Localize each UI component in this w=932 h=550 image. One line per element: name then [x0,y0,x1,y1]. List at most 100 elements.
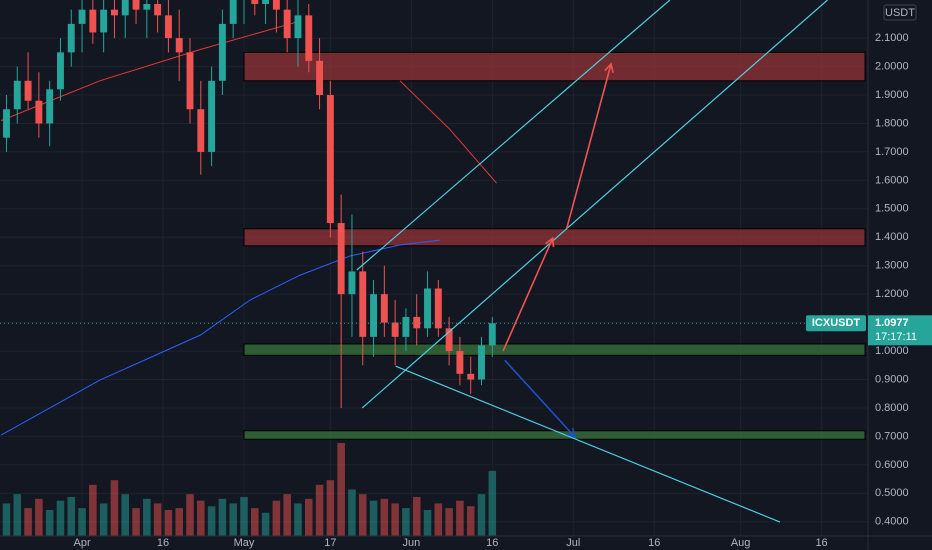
candle-body [154,3,162,16]
x-tick-label: May [234,537,255,549]
volume-bar [337,443,345,536]
trendline [395,365,781,523]
volume-bar [56,500,65,536]
candle-body [208,80,216,152]
volume-bar [121,494,130,536]
moving-average [0,239,440,436]
candle-body [380,294,388,323]
volume-bar [348,489,356,536]
volume-bar [218,498,227,536]
candle-body [24,80,32,101]
volume-bar [304,498,313,536]
candle-body [478,345,485,380]
candle-body [488,323,496,346]
y-tick-label: 2.1000 [875,32,909,44]
y-tick-label: 2.0000 [875,60,909,72]
candle-body [229,0,237,24]
candle-body [175,38,183,53]
volume-bar [175,508,183,536]
volume-bar [186,494,194,536]
y-tick-label: 1.7000 [875,146,909,158]
volume-bar [445,508,453,536]
volume-bar [2,503,11,536]
candle-body [186,52,194,110]
candle-body [218,23,226,81]
candle-body [370,294,377,337]
candle-body [132,0,140,10]
zone [243,228,866,247]
volume-bar [153,503,162,536]
candle-body [110,9,118,16]
symbol-box [806,315,866,332]
symbol-label: ICXUSDT [812,317,861,329]
arrow [566,62,614,229]
arrow [504,359,577,439]
arrow [502,236,555,352]
candle-body [467,373,475,380]
volume-bar [207,506,216,536]
candle-body [348,271,356,295]
candle-body [67,23,75,53]
volume-bar [89,484,97,536]
candle-body [197,109,205,152]
volume-bar [110,480,119,536]
candle-body [89,9,97,33]
y-tick-label: 1.0000 [875,345,909,357]
volume-bar [477,494,486,536]
x-tick-label: 16 [815,537,827,549]
candle-body [326,95,334,224]
volume-bar [261,512,270,536]
volume-bar [35,498,43,536]
currency-label: USDT [885,7,915,19]
volume-bar [13,494,22,536]
zone [243,51,866,82]
volume-bar [380,498,389,536]
volume-bar [283,494,291,536]
candle-body [283,9,291,39]
candle-body [262,0,270,4]
candle-body [402,316,410,337]
trendline [361,0,828,409]
volume-bar [456,500,464,536]
candle-body [424,288,431,329]
y-tick-label: 1.9000 [875,89,909,101]
candle-body [413,316,421,329]
countdown-label: 17:17:11 [875,331,917,343]
zone [243,430,866,440]
volume-bar [326,480,335,536]
volume-bar [143,498,151,536]
volume-bar [315,484,324,536]
y-tick-label: 0.8000 [875,402,909,414]
y-tick-label: 1.2000 [875,288,909,300]
candle-body [272,0,280,10]
candle-body [305,15,313,61]
currency-box[interactable] [883,4,917,21]
candle-body [78,9,86,24]
volume-bar [240,496,248,536]
volume-bar [99,503,108,536]
last-price-label: 1.0977 [875,317,909,329]
candle-body [143,3,151,10]
candle-body [294,15,302,39]
plot-area [0,0,868,536]
y-tick-label: 0.9000 [875,373,909,385]
y-tick-label: 1.5000 [875,203,909,215]
volume-bar [67,496,76,536]
candle-body [445,328,453,352]
volume-bar [391,503,399,536]
x-tick-label: 16 [157,537,169,549]
volume-bar [358,494,367,536]
volume-bar [294,503,302,536]
y-tick-label: 1.3000 [875,260,909,272]
candle-body [57,52,64,90]
candle-body [359,271,367,337]
x-tick-label: 16 [648,537,660,549]
volume-bar [251,508,259,536]
x-tick-label: 16 [486,537,498,549]
volume-bar [488,470,497,536]
candle-body [13,80,21,110]
x-tick-label: Apr [73,537,90,549]
volume-bar [45,509,54,536]
price-box [868,315,932,346]
y-tick-label: 1.4000 [875,231,909,243]
